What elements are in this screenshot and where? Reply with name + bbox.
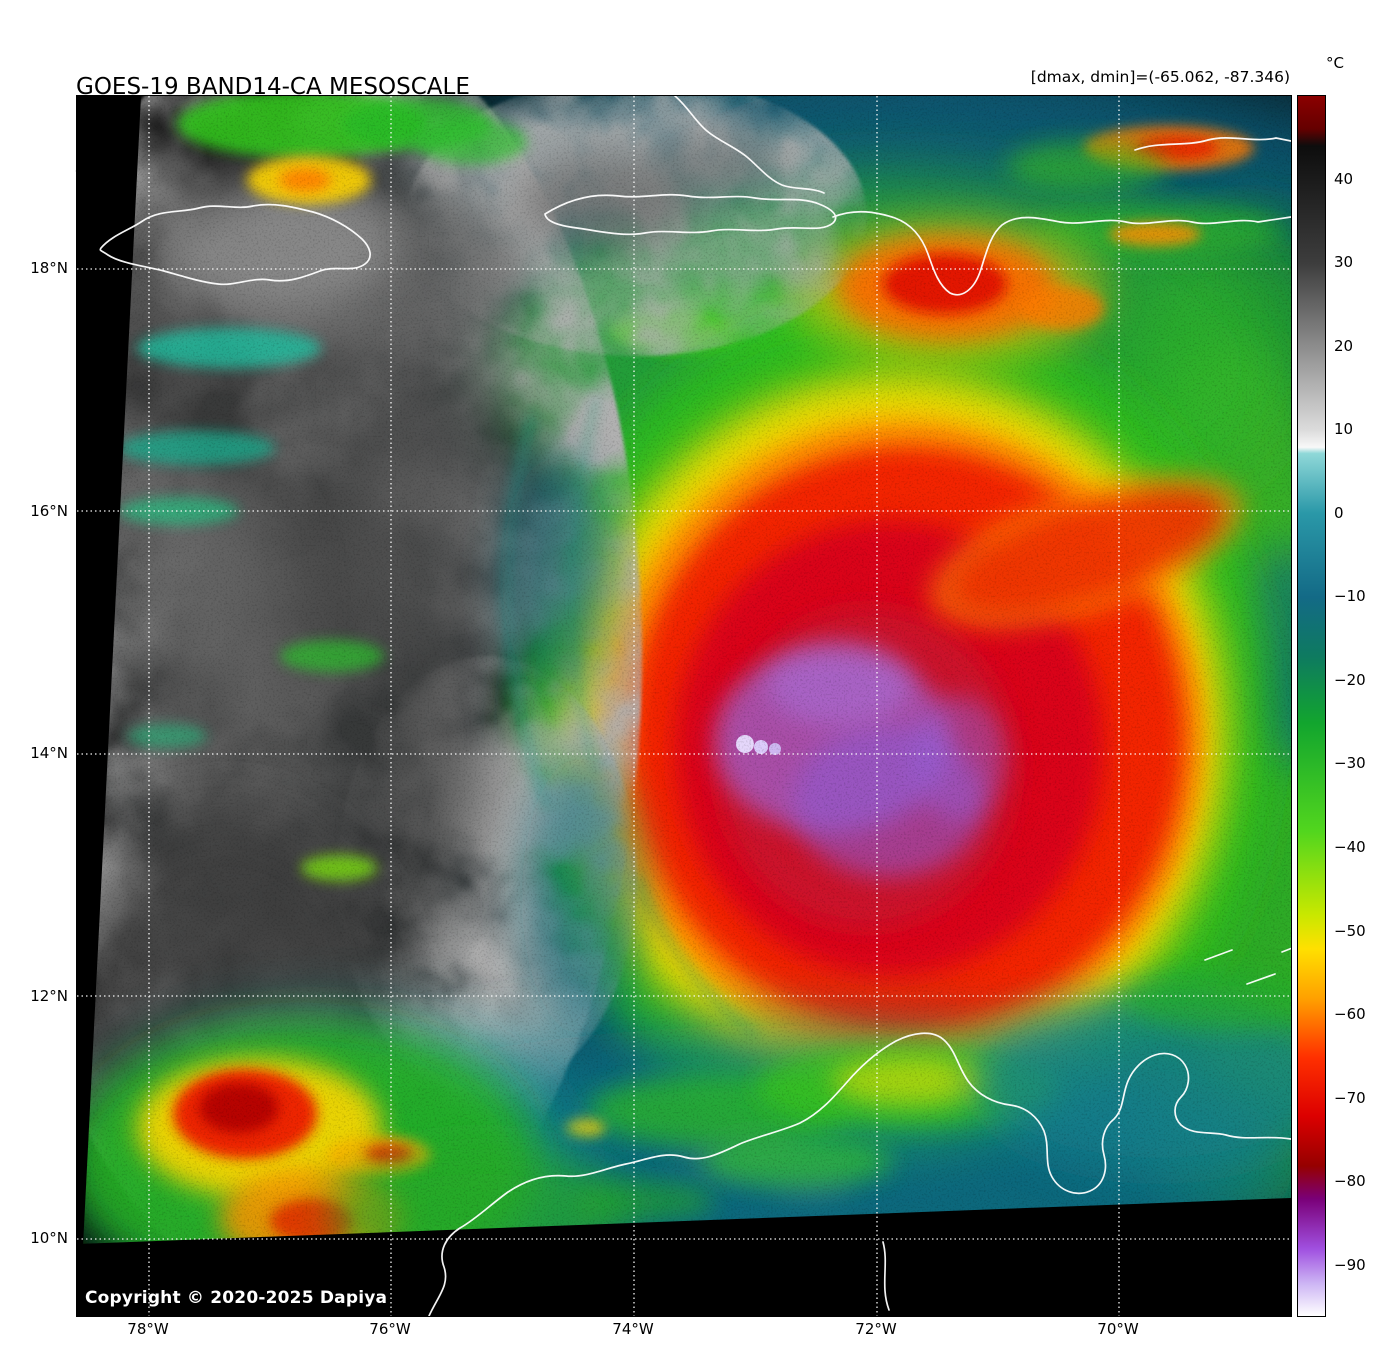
coastlines <box>99 96 1291 1316</box>
colorbar-tick-m50: −50 <box>1334 922 1366 940</box>
lon-label-72w: 72°W <box>855 1320 897 1338</box>
copyright-watermark: Copyright © 2020-2025 Dapiya <box>85 1288 388 1308</box>
colorbar-tick-m40: −40 <box>1334 838 1366 856</box>
coast-haiti-peninsula <box>544 193 837 236</box>
colorbar-tick-20: 20 <box>1334 337 1354 355</box>
colorbar-unit-label: °C <box>1326 54 1344 72</box>
lon-label-74w: 74°W <box>612 1320 654 1338</box>
colorbar-gradient <box>1298 96 1325 1316</box>
colorbar-tick-40: 40 <box>1334 170 1354 188</box>
coast-river <box>882 1241 890 1311</box>
lat-label-10n: 10°N <box>30 1229 68 1247</box>
graticule <box>77 96 1291 1316</box>
range-readout: [dmax, dmin]=(-65.062, -87.346) <box>1030 68 1290 86</box>
colorbar-tick-30: 30 <box>1334 253 1354 271</box>
satellite-map: Copyright © 2020-2025 Dapiya <box>76 95 1292 1317</box>
colorbar-tick-m30: −30 <box>1334 754 1366 772</box>
coast-hispaniola <box>832 210 1291 296</box>
coast-jamaica <box>99 203 371 286</box>
colorbar-tick-10: 10 <box>1334 420 1354 438</box>
coast-south-america <box>428 1032 1291 1316</box>
colorbar-tick-m90: −90 <box>1334 1256 1366 1274</box>
lon-label-70w: 70°W <box>1097 1320 1139 1338</box>
lat-label-14n: 14°N <box>30 744 68 762</box>
coast-cuba <box>674 96 825 194</box>
coast-islands <box>1204 947 1291 985</box>
lon-label-78w: 78°W <box>127 1320 169 1338</box>
lat-label-16n: 16°N <box>30 502 68 520</box>
lat-label-12n: 12°N <box>30 987 68 1005</box>
colorbar-tick-m10: −10 <box>1334 587 1366 605</box>
lon-label-76w: 76°W <box>369 1320 411 1338</box>
satellite-imagery <box>77 96 1291 1316</box>
colorbar <box>1297 95 1326 1317</box>
coast-top-right <box>1134 137 1291 151</box>
colorbar-tick-0: 0 <box>1334 504 1344 522</box>
colorbar-tick-m60: −60 <box>1334 1005 1366 1023</box>
colorbar-tick-m20: −20 <box>1334 671 1366 689</box>
colorbar-tick-m70: −70 <box>1334 1089 1366 1107</box>
colorbar-tick-m80: −80 <box>1334 1172 1366 1190</box>
lat-label-18n: 18°N <box>30 259 68 277</box>
